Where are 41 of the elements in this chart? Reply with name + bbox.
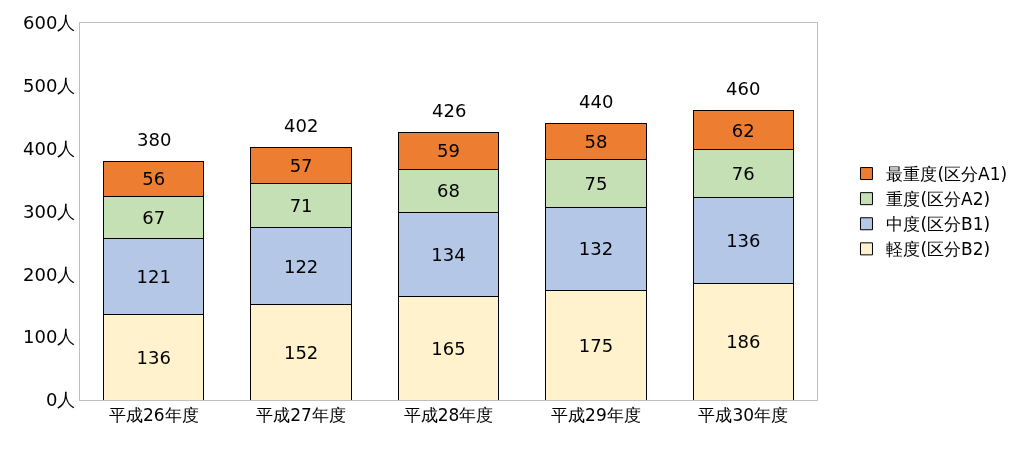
- data-label: 75: [584, 173, 608, 195]
- data-label: 76: [731, 163, 755, 185]
- data-label: 122: [283, 255, 319, 277]
- data-label: 56: [142, 168, 166, 190]
- data-label: 136: [136, 346, 171, 368]
- x-tick-label: 平成30年度: [698, 405, 789, 426]
- data-label: 136: [726, 229, 761, 251]
- x-tick-label: 平成26年度: [108, 405, 199, 426]
- total-label: 440: [579, 91, 614, 112]
- legend-label: 重度(区分A2): [886, 189, 991, 210]
- legend-label: 軽度(区分B2): [886, 239, 991, 260]
- legend-label: 最重度(区分A1): [886, 164, 1008, 185]
- x-tick-label: 平成27年度: [256, 405, 346, 426]
- data-label: 152: [283, 341, 319, 363]
- data-label: 186: [726, 331, 761, 353]
- data-label: 62: [731, 119, 755, 141]
- x-tick-label: 平成29年度: [551, 405, 641, 426]
- data-label: 165: [431, 337, 466, 359]
- y-tick-label: 600人: [23, 12, 76, 34]
- data-label: 121: [136, 266, 171, 288]
- data-label: 59: [437, 140, 460, 162]
- x-tick-label: 平成28年度: [403, 405, 494, 426]
- data-label: 67: [142, 206, 166, 228]
- y-tick-label: 400人: [23, 137, 76, 159]
- y-tick-label: 500人: [23, 75, 76, 97]
- legend-label: 中度(区分B1): [886, 214, 991, 235]
- data-label: 68: [437, 180, 460, 202]
- total-label: 402: [284, 115, 319, 136]
- total-label: 426: [432, 100, 467, 121]
- total-label: 460: [726, 78, 761, 99]
- data-label: 175: [578, 334, 614, 356]
- data-label: 58: [584, 131, 608, 153]
- total-label: 380: [137, 129, 172, 150]
- y-tick-label: 0人: [45, 389, 76, 411]
- data-label: 132: [578, 238, 614, 260]
- y-tick-label: 300人: [23, 200, 76, 222]
- data-label: 134: [431, 243, 466, 265]
- y-tick-label: 100人: [23, 326, 76, 348]
- y-tick-label: 200人: [23, 263, 76, 285]
- data-label: 57: [289, 154, 313, 176]
- data-label: 71: [289, 195, 313, 217]
